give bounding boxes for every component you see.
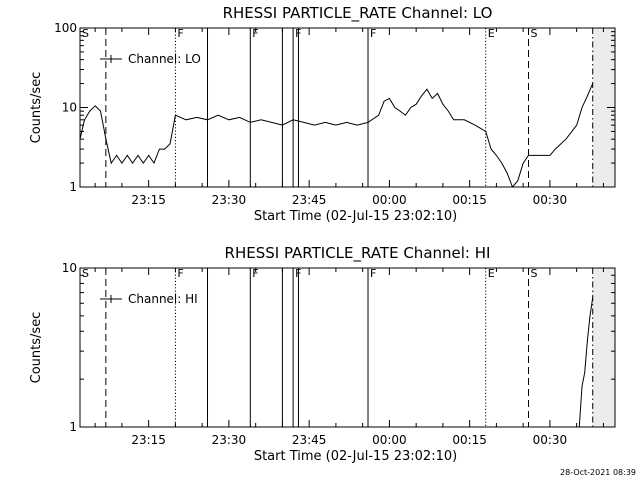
event-marker-label: E — [488, 27, 495, 40]
event-marker-label: F — [177, 267, 183, 280]
x-tick-label: 00:00 — [372, 193, 407, 207]
x-tick-label: 00:30 — [533, 433, 568, 447]
x-tick-label: 23:15 — [131, 193, 166, 207]
x-axis-label: Start Time (02-Jul-15 23:02:10) — [254, 449, 457, 464]
y-tick-label: 10 — [62, 101, 77, 115]
x-tick-label: 00:30 — [533, 193, 568, 207]
y-axis-label: Counts/sec — [29, 312, 44, 384]
x-tick-label: 23:15 — [131, 433, 166, 447]
x-tick-label: 23:45 — [292, 193, 327, 207]
y-tick-label: 10 — [62, 261, 77, 275]
x-tick-label: 00:15 — [452, 193, 487, 207]
chart-title: RHESSI PARTICLE_RATE Channel: LO — [223, 4, 493, 23]
event-marker-label: F — [370, 27, 376, 40]
event-marker-label: F — [252, 27, 258, 40]
plot-frame — [79, 267, 616, 428]
x-axis-label: Start Time (02-Jul-15 23:02:10) — [254, 209, 457, 224]
x-tick-label: 23:30 — [212, 433, 247, 447]
chart-panel-1: SFFFFES23:1523:3023:4500:0000:1500:30110… — [29, 4, 616, 224]
legend-label: Channel: HI — [128, 292, 198, 306]
x-tick-label: 23:30 — [212, 193, 247, 207]
x-tick-label: 23:45 — [292, 433, 327, 447]
y-axis-label: Counts/sec — [29, 72, 44, 144]
series-line-1 — [79, 83, 594, 188]
y-tick-label: 1 — [69, 180, 77, 194]
event-marker-label: S — [82, 27, 89, 40]
event-marker-label: F — [177, 27, 183, 40]
legend-label: Channel: LO — [128, 52, 201, 66]
chart-title: RHESSI PARTICLE_RATE Channel: HI — [225, 244, 491, 263]
x-tick-label: 00:15 — [452, 433, 487, 447]
event-marker-label: S — [531, 27, 538, 40]
timestamp: 28-Oct-2021 08:39 — [560, 468, 636, 477]
event-marker-label: F — [370, 267, 376, 280]
series-line-1 — [578, 297, 594, 428]
shaded-region — [592, 28, 615, 187]
event-marker-label: S — [531, 267, 538, 280]
x-tick-label: 00:00 — [372, 433, 407, 447]
event-marker-label: F — [252, 267, 258, 280]
y-tick-label: 1 — [69, 420, 77, 434]
shaded-region — [592, 268, 615, 427]
event-marker-label: S — [82, 267, 89, 280]
y-tick-label: 100 — [54, 21, 77, 35]
chart-panel-2: SFFFFES23:1523:3023:4500:0000:1500:30110… — [29, 244, 616, 464]
event-marker-label: E — [488, 267, 495, 280]
